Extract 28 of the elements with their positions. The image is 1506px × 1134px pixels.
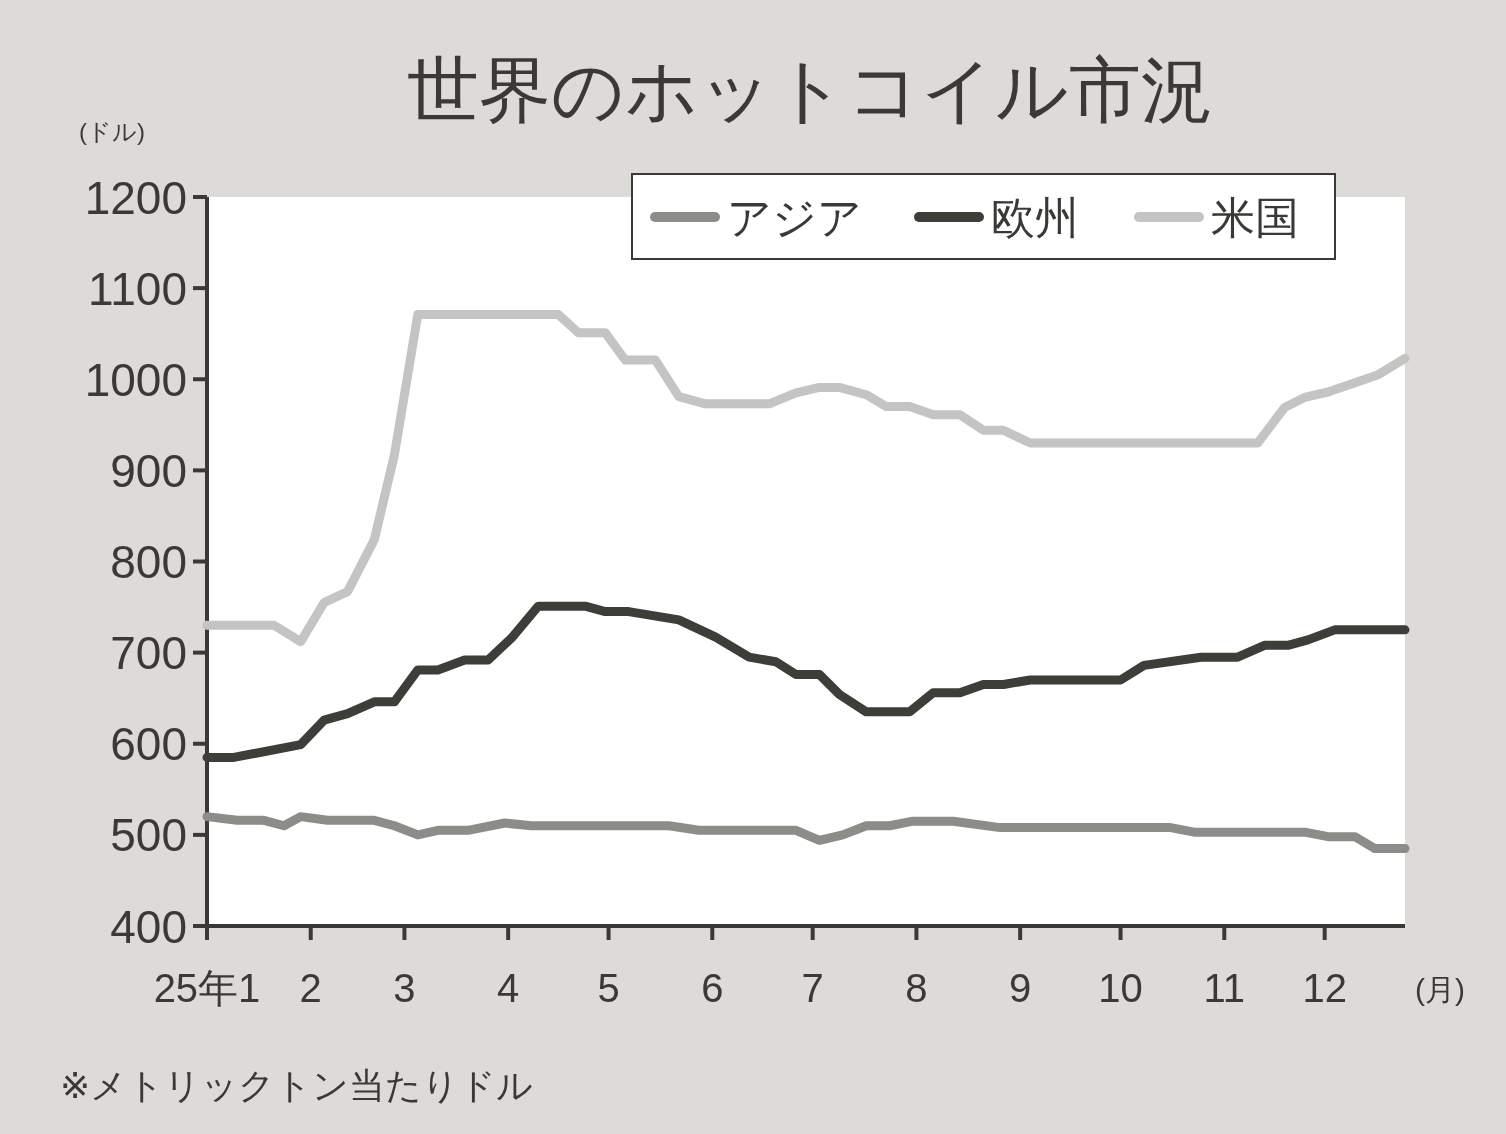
x-tick-label: 12 (1302, 966, 1347, 1010)
y-tick-label: 600 (110, 718, 187, 771)
y-tick-label: 1100 (88, 262, 187, 315)
x-tick-label: 4 (497, 966, 520, 1010)
x-tick-label: 10 (1098, 966, 1143, 1010)
y-tick-label: 900 (110, 444, 187, 497)
y-tick-label: 800 (110, 536, 187, 589)
legend-label: 米国 (1211, 192, 1299, 242)
x-tick-label: 11 (1203, 966, 1246, 1010)
chart-title: 世界のホットコイル市況 (407, 50, 1213, 130)
x-tick-label: 3 (393, 966, 416, 1010)
x-tick-label: 25年1 (153, 966, 261, 1010)
x-axis-title: (月) (1415, 973, 1465, 1006)
x-tick-label: 2 (299, 966, 322, 1010)
legend-label: 欧州 (991, 192, 1079, 242)
y-tick-label: 700 (110, 627, 187, 680)
x-tick-label: 5 (597, 966, 620, 1010)
text: ※メトリックトン当たりドル (60, 1065, 534, 1106)
x-tick-label: 8 (905, 966, 928, 1010)
x-tick-label: 6 (701, 966, 724, 1010)
y-tick-label: 400 (110, 900, 187, 953)
y-tick-label: 1200 (84, 171, 187, 224)
y-tick-label: 500 (110, 809, 187, 862)
y-tick-label: 1000 (84, 353, 187, 406)
legend-label: アジア (727, 192, 862, 242)
x-tick-label: 9 (1009, 966, 1032, 1010)
y-axis-title: (ドル) (79, 118, 145, 145)
x-tick-label: 7 (801, 966, 824, 1010)
